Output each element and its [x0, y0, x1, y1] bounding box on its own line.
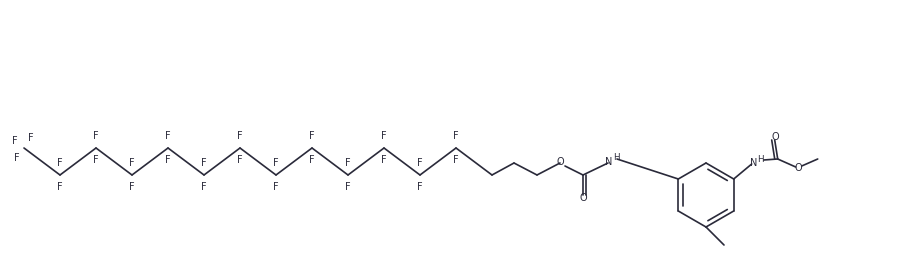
- Text: F: F: [382, 155, 387, 165]
- Text: F: F: [273, 182, 278, 192]
- Text: F: F: [453, 155, 459, 165]
- Text: F: F: [417, 182, 423, 192]
- Text: F: F: [165, 155, 171, 165]
- Text: F: F: [201, 158, 207, 168]
- Text: F: F: [237, 155, 243, 165]
- Text: F: F: [345, 158, 351, 168]
- Text: F: F: [201, 182, 207, 192]
- Text: F: F: [417, 158, 423, 168]
- Text: N: N: [750, 158, 758, 168]
- Text: F: F: [310, 155, 315, 165]
- Text: F: F: [58, 158, 63, 168]
- Text: F: F: [129, 158, 135, 168]
- Text: H: H: [613, 154, 619, 163]
- Text: F: F: [237, 131, 243, 141]
- Text: F: F: [129, 182, 135, 192]
- Text: F: F: [28, 133, 34, 143]
- Text: F: F: [310, 131, 315, 141]
- Text: O: O: [771, 132, 780, 142]
- Text: F: F: [453, 131, 459, 141]
- Text: F: F: [93, 155, 99, 165]
- Text: F: F: [58, 182, 63, 192]
- Text: F: F: [93, 131, 99, 141]
- Text: F: F: [14, 153, 19, 163]
- Text: F: F: [12, 136, 17, 146]
- Text: F: F: [273, 158, 278, 168]
- Text: O: O: [795, 163, 803, 173]
- Text: F: F: [165, 131, 171, 141]
- Text: O: O: [579, 193, 587, 203]
- Text: F: F: [345, 182, 351, 192]
- Text: N: N: [605, 157, 613, 167]
- Text: F: F: [382, 131, 387, 141]
- Text: H: H: [758, 154, 764, 164]
- Text: O: O: [556, 157, 564, 167]
